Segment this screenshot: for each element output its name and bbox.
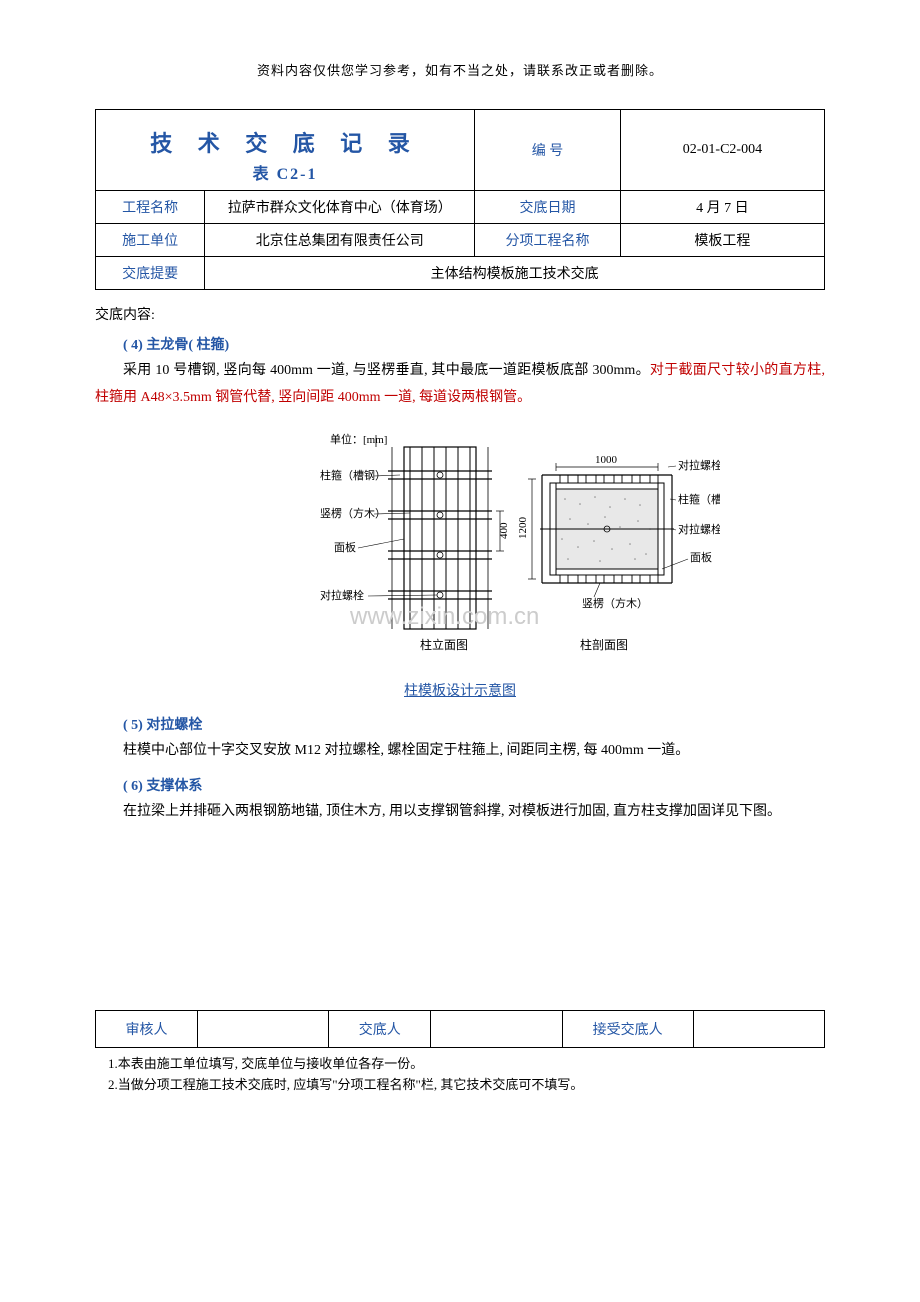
row1-label2: 分项工程名称 — [475, 224, 621, 257]
label-tie-right2: 对拉螺栓 — [678, 522, 720, 536]
reviewer-value — [198, 1011, 329, 1048]
unit-label: 单位：[mm] — [330, 432, 387, 446]
content-label: 交底内容: — [95, 304, 825, 324]
section-4-p1-prefix: 采用 10 号槽钢, 竖向每 400mm 一道, 与竖楞垂直, 其中最底一道距模… — [123, 363, 650, 378]
watermark-text: www.zixin.com.cn — [349, 603, 539, 630]
form-table: 技 术 交 底 记 录 表 C2-1 编 号 02-01-C2-004 工程名称… — [95, 109, 825, 290]
section-5-p1: 柱模中心部位十字交叉安放 M12 对拉螺栓, 螺栓固定于柱箍上, 间距同主楞, … — [95, 738, 825, 765]
row1-value2: 模板工程 — [620, 224, 824, 257]
footnotes: 1.本表由施工单位填写, 交底单位与接收单位各存一份。 2.当做分项工程施工技术… — [95, 1054, 825, 1096]
footnote-1: 1.本表由施工单位填写, 交底单位与接收单位各存一份。 — [95, 1054, 825, 1075]
dim-1000: 1000 — [595, 454, 618, 466]
form-subtitle: 表 C2-1 — [96, 160, 474, 184]
dim-400: 400 — [498, 522, 510, 539]
row1-label: 施工单位 — [96, 224, 205, 257]
elevation-group: 柱箍（槽钢） 竖楞（方木） 面板 对拉螺栓 400 — [320, 447, 510, 629]
section-4-heading: ( 4) 主龙骨( 柱箍) — [123, 334, 825, 354]
section-6-p1: 在拉梁上并排砸入两根钢筋地锚, 顶住木方, 用以支撑钢管斜撑, 对模板进行加固,… — [95, 799, 825, 826]
row0-label2: 交底日期 — [475, 191, 621, 224]
label-tie-left: 对拉螺栓 — [320, 588, 364, 602]
label-hoop-right: 柱箍（槽钢） — [678, 492, 720, 506]
footnote-2: 2.当做分项工程施工技术交底时, 应填写"分项工程名称"栏, 其它技术交底可不填… — [95, 1075, 825, 1096]
receiver-label: 接受交底人 — [562, 1011, 693, 1048]
sign-table: 审核人 交底人 接受交底人 — [95, 1010, 825, 1048]
header-note: 资料内容仅供您学习参考，如有不当之处，请联系改正或者删除。 — [95, 60, 825, 79]
label-tie-right: 对拉螺栓 — [678, 458, 720, 472]
section-group: 1200 1000 — [517, 454, 720, 610]
presenter-label: 交底人 — [329, 1011, 431, 1048]
section-5-heading: ( 5) 对拉螺栓 — [123, 714, 825, 734]
right-title: 柱剖面图 — [580, 637, 628, 652]
form-title: 技 术 交 底 记 录 — [96, 116, 474, 160]
presenter-value — [431, 1011, 562, 1048]
left-title: 柱立面图 — [420, 637, 468, 652]
label-panel-right: 面板 — [690, 550, 712, 564]
reviewer-label: 审核人 — [96, 1011, 198, 1048]
figure-container: 单位：[mm] — [95, 429, 825, 700]
label-stud-left: 竖楞（方木） — [320, 506, 386, 520]
section-4-p1: 采用 10 号槽钢, 竖向每 400mm 一道, 与竖楞垂直, 其中最底一道距模… — [95, 358, 825, 411]
label-stud-bottom: 竖楞（方木） — [582, 596, 648, 610]
row0-value: 拉萨市群众文化体育中心（体育场） — [205, 191, 475, 224]
receiver-value — [693, 1011, 824, 1048]
summary-label: 交底提要 — [96, 257, 205, 290]
row1-value: 北京住总集团有限责任公司 — [205, 224, 475, 257]
row0-label: 工程名称 — [96, 191, 205, 224]
number-label: 编 号 — [475, 110, 621, 191]
number-value: 02-01-C2-004 — [620, 110, 824, 191]
summary-value: 主体结构模板施工技术交底 — [205, 257, 825, 290]
section-6-heading: ( 6) 支撑体系 — [123, 775, 825, 795]
content-body: 交底内容: ( 4) 主龙骨( 柱箍) 采用 10 号槽钢, 竖向每 400mm… — [95, 290, 825, 1010]
column-diagram: 单位：[mm] — [200, 429, 720, 669]
dim-1200: 1200 — [517, 517, 529, 540]
label-panel-left: 面板 — [334, 540, 356, 554]
label-hoop-left: 柱箍（槽钢） — [320, 468, 386, 482]
row0-value2: 4 月 7 日 — [620, 191, 824, 224]
figure-caption: 柱模板设计示意图 — [404, 680, 516, 700]
